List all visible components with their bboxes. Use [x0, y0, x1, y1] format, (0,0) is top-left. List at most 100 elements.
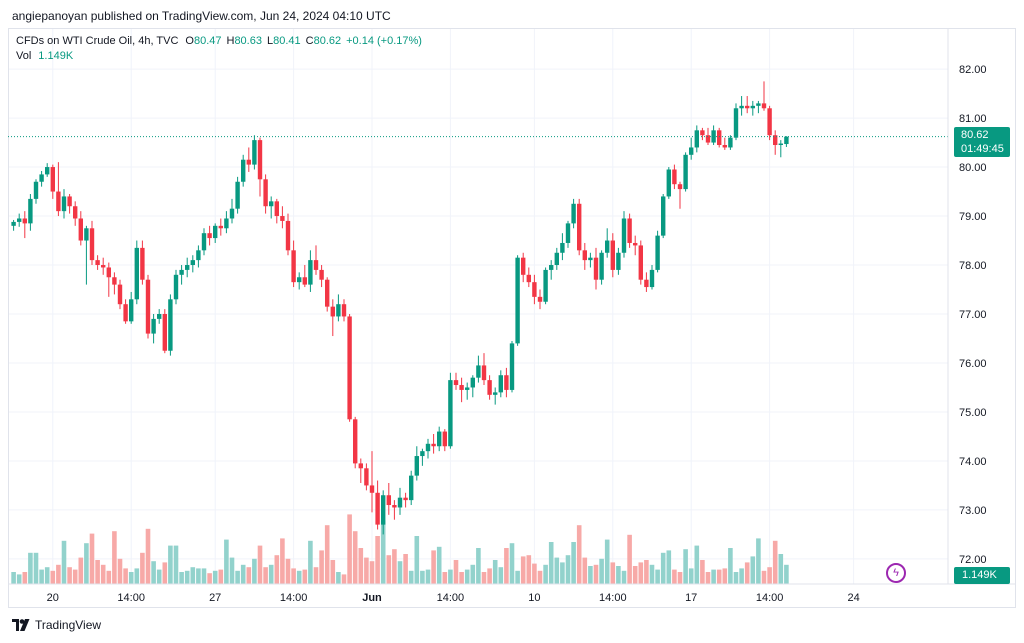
volume-bar — [184, 570, 190, 584]
volume-bar — [16, 574, 22, 584]
candle-body — [565, 223, 571, 243]
candle-body — [235, 181, 240, 209]
volume-bar — [44, 567, 50, 584]
candle-body — [414, 456, 419, 476]
volume-bar — [39, 569, 44, 584]
time-tick-label: 14:00 — [756, 592, 784, 604]
volume-bar — [89, 533, 95, 584]
candle-body — [28, 198, 33, 224]
volume-bar — [72, 569, 78, 584]
candle-body — [95, 260, 100, 266]
volume-bar — [672, 569, 677, 584]
volume-row: Vol 1.149K — [16, 49, 427, 64]
candle-body — [291, 250, 296, 283]
volume-bar — [168, 545, 173, 584]
candle-body — [308, 260, 313, 285]
volume-bar — [744, 562, 750, 584]
candle-body — [341, 304, 347, 317]
volume-bar — [470, 564, 476, 584]
volume-bar — [162, 562, 168, 584]
candle-body — [269, 201, 274, 207]
price-tick-label: 73.00 — [959, 505, 987, 517]
volume-bar — [677, 572, 683, 584]
volume-bar — [576, 525, 582, 584]
volume-bar — [716, 569, 722, 584]
candle-body — [498, 375, 503, 393]
candle-body — [84, 228, 89, 241]
volume-bar — [616, 566, 621, 584]
volume-bar — [459, 572, 464, 584]
candle-body — [224, 218, 229, 229]
candle-body — [123, 304, 128, 322]
symbol-label[interactable]: CFDs on WTI Crude Oil, 4h, TVC — [16, 35, 179, 47]
volume-bar — [95, 560, 100, 584]
volume-bar — [728, 548, 733, 584]
volume-bar — [173, 545, 179, 584]
low-value: 80.41 — [273, 35, 301, 47]
volume-bar — [722, 568, 728, 584]
volume-bar — [179, 572, 184, 584]
candle-body — [470, 377, 475, 388]
volume-bar — [212, 570, 218, 584]
candle-body — [521, 257, 526, 275]
candle-body — [112, 277, 117, 285]
time-tick-label: 14:00 — [280, 592, 308, 604]
candle-body — [649, 269, 655, 288]
volume-bar — [235, 570, 240, 584]
volume-label[interactable]: Vol — [16, 50, 32, 62]
candle-body — [633, 242, 638, 246]
volume-bar — [112, 531, 117, 584]
volume-bar — [532, 563, 537, 584]
candle-body — [409, 475, 414, 501]
volume-bar — [263, 567, 268, 584]
candle-body — [353, 419, 358, 464]
volume-bar — [386, 555, 392, 584]
candle-body — [280, 216, 285, 221]
price-tick-label: 77.00 — [959, 309, 987, 321]
volume-bar — [229, 557, 235, 584]
candle-body — [509, 343, 515, 390]
candle-body — [285, 220, 291, 251]
volume-bar — [420, 570, 425, 584]
candle-body — [739, 105, 744, 109]
candle-body — [705, 135, 711, 143]
candlestick-chart[interactable]: 82.00 81.00 80.00 79.00 78.00 77.00 76.00 75.00… — [0, 0, 1024, 610]
candle-body — [403, 497, 408, 501]
candle-body — [369, 485, 375, 493]
volume-bar — [302, 569, 308, 584]
candle-body — [526, 274, 531, 283]
publisher-line: angiepanoyan published on TradingView.co… — [12, 9, 391, 23]
volume-bar — [380, 520, 386, 584]
volume-bar — [347, 514, 352, 584]
footer: TradingView — [12, 618, 101, 632]
volume-bar — [655, 569, 660, 584]
volume-bar — [498, 567, 504, 584]
volume-bar — [582, 557, 588, 584]
candle-body — [537, 296, 543, 302]
candle-body — [319, 269, 324, 280]
candle-body — [11, 221, 16, 226]
price-tick-label: 72.00 — [959, 554, 987, 566]
volume-bar — [285, 558, 291, 584]
bar-countdown: 01:49:45 — [961, 143, 1004, 155]
volume-bar — [352, 531, 358, 584]
candle-body — [722, 145, 727, 148]
candle-body — [325, 279, 330, 307]
volume-bar — [324, 525, 330, 584]
price-tick-label: 75.00 — [959, 407, 987, 419]
candle-body — [17, 218, 22, 222]
volume-bar — [28, 552, 33, 584]
volume-bar — [84, 543, 89, 584]
volume-bar — [733, 572, 739, 584]
candle-body — [728, 137, 733, 148]
close-label: C — [305, 35, 314, 47]
candle-body — [442, 431, 447, 447]
lightning-bolt-icon[interactable]: ϟ — [886, 563, 906, 583]
candle-body — [106, 267, 111, 278]
candle-body — [50, 167, 55, 192]
footer-brand: TradingView — [35, 618, 102, 632]
volume-bar — [313, 567, 319, 584]
volume-bar — [509, 543, 515, 584]
volume-bar — [330, 560, 336, 584]
